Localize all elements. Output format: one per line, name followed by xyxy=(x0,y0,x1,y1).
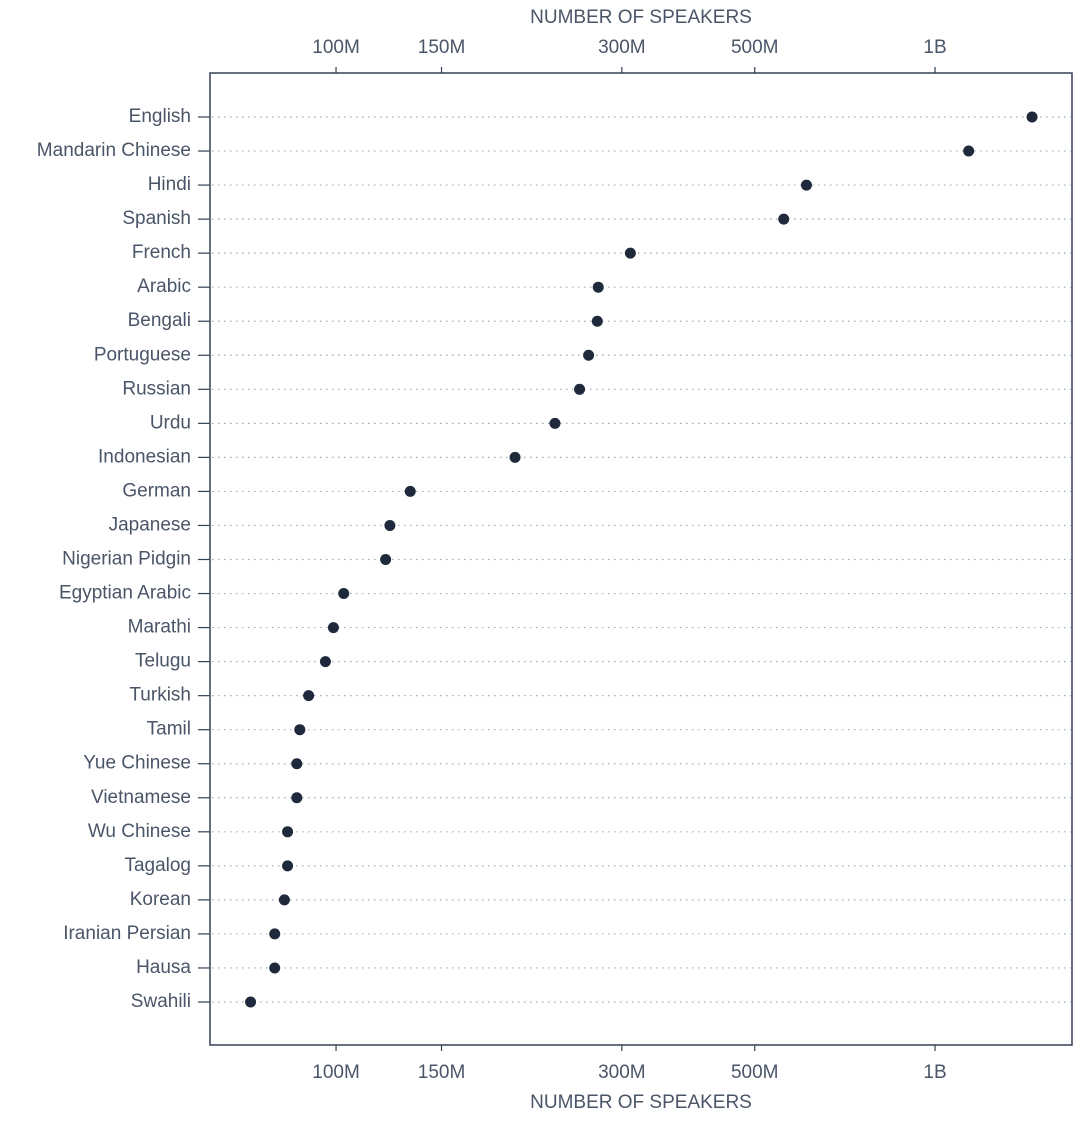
dot xyxy=(963,145,975,157)
x-tick-label-bottom: 150M xyxy=(418,1062,466,1083)
y-tick-label: Wu Chinese xyxy=(88,821,191,842)
dot xyxy=(384,519,396,531)
dot xyxy=(778,213,790,225)
dot xyxy=(549,417,561,429)
y-tick-label: Bengali xyxy=(128,310,191,331)
x-tick-label-bottom: 1B xyxy=(923,1062,946,1083)
y-tick-label: Urdu xyxy=(150,412,191,433)
dot xyxy=(282,860,294,872)
y-tick-label: Egyptian Arabic xyxy=(59,583,191,604)
y-tick-label: Hausa xyxy=(136,957,191,978)
dot xyxy=(800,179,812,191)
y-tick-label: Telugu xyxy=(135,651,191,672)
dot xyxy=(303,690,315,702)
y-tick-label: Nigerian Pidgin xyxy=(62,549,191,570)
y-tick-label: French xyxy=(132,242,191,263)
y-tick-label: German xyxy=(122,480,191,501)
dot xyxy=(592,281,604,293)
dot xyxy=(591,315,603,327)
dot xyxy=(319,656,331,668)
dot xyxy=(404,485,416,497)
dot xyxy=(282,826,294,838)
dot xyxy=(291,792,303,804)
y-tick-label: Korean xyxy=(130,889,191,910)
dot xyxy=(583,349,595,361)
y-tick-label: Tagalog xyxy=(124,855,191,876)
y-tick-label: Iranian Persian xyxy=(63,923,191,944)
dot xyxy=(338,588,350,600)
dot xyxy=(245,996,257,1008)
y-tick-label: Arabic xyxy=(137,276,191,297)
x-axis-title-top: NUMBER OF SPEAKERS xyxy=(530,7,752,28)
y-tick-label: Japanese xyxy=(109,514,191,535)
x-axis-title-bottom: NUMBER OF SPEAKERS xyxy=(530,1092,752,1113)
dot xyxy=(327,622,339,634)
y-tick-label: Swahili xyxy=(131,991,191,1012)
dot xyxy=(269,962,281,974)
dot xyxy=(1026,111,1038,123)
y-tick-label: Indonesian xyxy=(98,446,191,467)
dot xyxy=(624,247,636,259)
x-tick-label-bottom: 300M xyxy=(598,1062,646,1083)
x-tick-label-top: 100M xyxy=(312,37,360,58)
dot xyxy=(574,383,586,395)
dot xyxy=(291,758,303,770)
x-tick-label-top: 150M xyxy=(418,37,466,58)
dot xyxy=(509,451,521,463)
x-tick-label-top: 300M xyxy=(598,37,646,58)
y-tick-label: Spanish xyxy=(122,208,191,229)
y-tick-label: Hindi xyxy=(148,174,191,195)
x-tick-label-top: 500M xyxy=(731,37,779,58)
dot xyxy=(294,724,306,736)
dot xyxy=(278,894,290,906)
x-tick-label-bottom: 100M xyxy=(312,1062,360,1083)
y-tick-label: Mandarin Chinese xyxy=(37,140,191,161)
y-tick-label: Marathi xyxy=(128,617,191,638)
y-tick-label: Portuguese xyxy=(94,344,191,365)
y-tick-label: Tamil xyxy=(147,719,191,740)
y-tick-label: English xyxy=(129,106,191,127)
y-tick-label: Russian xyxy=(122,378,191,399)
x-tick-label-bottom: 500M xyxy=(731,1062,779,1083)
y-tick-label: Yue Chinese xyxy=(83,753,191,774)
dot xyxy=(269,928,281,940)
y-tick-label: Turkish xyxy=(129,685,191,706)
dot xyxy=(380,554,392,565)
y-tick-label: Vietnamese xyxy=(91,787,191,808)
x-tick-label-top: 1B xyxy=(923,37,946,58)
